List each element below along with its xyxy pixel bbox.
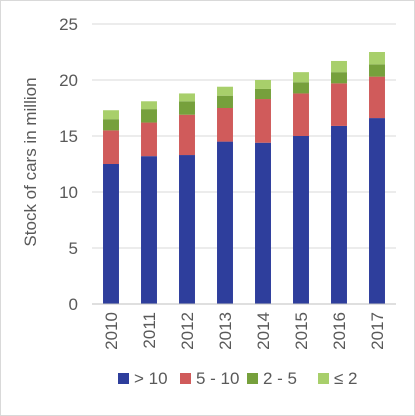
bar-2016-series-1 xyxy=(331,83,347,126)
x-tick-label: 2015 xyxy=(292,312,311,350)
y-axis-label: Stock of cars in million xyxy=(21,77,40,246)
x-tick-label: 2013 xyxy=(216,312,235,350)
legend-swatch xyxy=(118,373,129,384)
x-axis-tick-labels: 2010 2011 2012 2013 2014 2015 2016 2017 xyxy=(102,312,387,350)
legend-label: 5 - 10 xyxy=(196,369,239,388)
y-axis-tick-labels: 0 5 10 15 20 25 xyxy=(59,15,78,314)
bar-2012-series-2 xyxy=(179,101,195,115)
y-tick-label: 5 xyxy=(69,239,78,258)
bar-2013-series-3 xyxy=(217,86,233,96)
bar-2013-series-2 xyxy=(217,95,233,108)
bar-2014-series-2 xyxy=(255,88,271,100)
x-tick-label: 2011 xyxy=(140,312,159,349)
bar-2016-series-0 xyxy=(331,125,347,304)
legend-swatch xyxy=(180,373,191,384)
bar-2011-series-3 xyxy=(141,101,157,110)
y-tick-label: 10 xyxy=(59,183,78,202)
bar-2010-series-0 xyxy=(103,164,119,304)
bar-2012-series-0 xyxy=(179,155,195,304)
bar-2016-series-2 xyxy=(331,72,347,84)
gridlines xyxy=(92,23,396,249)
bar-2010-series-2 xyxy=(103,119,119,131)
bar-2011-series-0 xyxy=(141,156,157,304)
bar-2015-series-0 xyxy=(293,136,309,304)
y-tick-label: 20 xyxy=(59,71,78,90)
bar-2012-series-1 xyxy=(179,114,195,156)
bar-2017-series-2 xyxy=(369,64,385,77)
legend-swatch xyxy=(318,373,329,384)
bar-2016-series-3 xyxy=(331,60,347,73)
y-tick-label: 15 xyxy=(59,127,78,146)
bar-2010-series-1 xyxy=(103,130,119,164)
bar-2011-series-2 xyxy=(141,109,157,123)
bar-2015-series-1 xyxy=(293,93,309,136)
bar-2013-series-1 xyxy=(217,108,233,142)
x-tick-label: 2017 xyxy=(368,312,387,350)
legend-label: > 10 xyxy=(134,369,168,388)
bar-2010-series-3 xyxy=(103,110,119,120)
x-tick-label: 2016 xyxy=(330,312,349,350)
bar-2012-series-3 xyxy=(179,93,195,102)
bar-2017-series-3 xyxy=(369,52,385,65)
x-tick-label: 2012 xyxy=(178,312,197,350)
bar-2015-series-3 xyxy=(293,72,309,83)
y-tick-label: 25 xyxy=(59,15,78,34)
x-tick-label: 2010 xyxy=(102,312,121,350)
bar-2017-series-1 xyxy=(369,76,385,119)
bar-2014-series-0 xyxy=(255,142,271,304)
y-tick-label: 0 xyxy=(69,295,78,314)
legend: > 10 5 - 10 2 - 5 ≤ 2 xyxy=(118,369,358,388)
bar-2013-series-0 xyxy=(217,141,233,304)
bar-2014-series-3 xyxy=(255,80,271,89)
bar-2015-series-2 xyxy=(293,82,309,94)
legend-label: ≤ 2 xyxy=(334,369,358,388)
x-tick-label: 2014 xyxy=(254,312,273,350)
bar-2014-series-1 xyxy=(255,99,271,143)
bar-2011-series-1 xyxy=(141,122,157,157)
bar-2017-series-0 xyxy=(369,118,385,304)
legend-label: 2 - 5 xyxy=(263,369,297,388)
legend-swatch xyxy=(247,373,258,384)
bars xyxy=(103,52,385,304)
